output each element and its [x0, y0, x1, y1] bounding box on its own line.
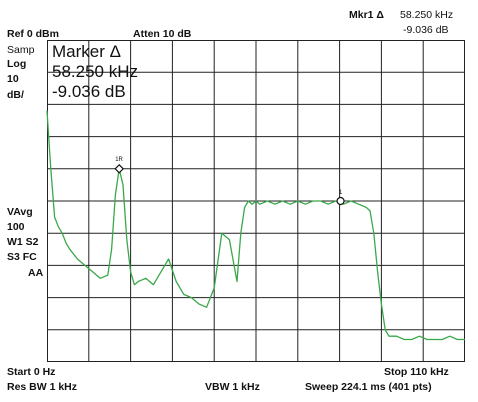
attenuation: Atten 10 dB — [133, 28, 192, 40]
detector-samp: Samp — [7, 44, 35, 56]
reference-marker — [114, 163, 125, 174]
scale-unit: dB/ — [7, 89, 24, 101]
reference-marker-label: 1R — [115, 157, 123, 163]
start-frequency: Start 0 Hz — [7, 366, 56, 378]
marker-box-level: -9.036 dB — [52, 82, 126, 101]
marker-delta-box: Marker Δ 58.250 kHz -9.036 dB — [52, 42, 138, 102]
marker-box-title: Marker Δ — [52, 42, 121, 61]
vbw: VBW 1 kHz — [205, 381, 260, 393]
marker-readout-level: -9.036 dB — [403, 24, 449, 36]
stop-frequency: Stop 110 kHz — [384, 366, 449, 378]
vavg-label: VAvg — [7, 206, 33, 218]
scale-log: Log — [7, 58, 27, 70]
vavg-count: 100 — [7, 221, 25, 233]
res-bw: Res BW 1 kHz — [7, 381, 78, 393]
scale-value: 10 — [7, 73, 19, 85]
aa-label: AA — [28, 267, 44, 279]
trace-w1s2: W1 S2 — [7, 236, 39, 248]
sweep-time: Sweep 224.1 ms (401 pts) — [305, 381, 432, 393]
trace-s3fc: S3 FC — [7, 251, 37, 263]
marker-readout-freq: 58.250 kHz — [400, 9, 454, 21]
delta-marker — [336, 196, 345, 206]
spectrum-trace — [46, 110, 465, 341]
ref-level: Ref 0 dBm — [7, 28, 59, 40]
marker-box-freq: 58.250 kHz — [52, 62, 138, 81]
delta-marker-label: 1 — [339, 190, 343, 196]
marker-readout-label: Mkr1 Δ — [349, 9, 384, 21]
